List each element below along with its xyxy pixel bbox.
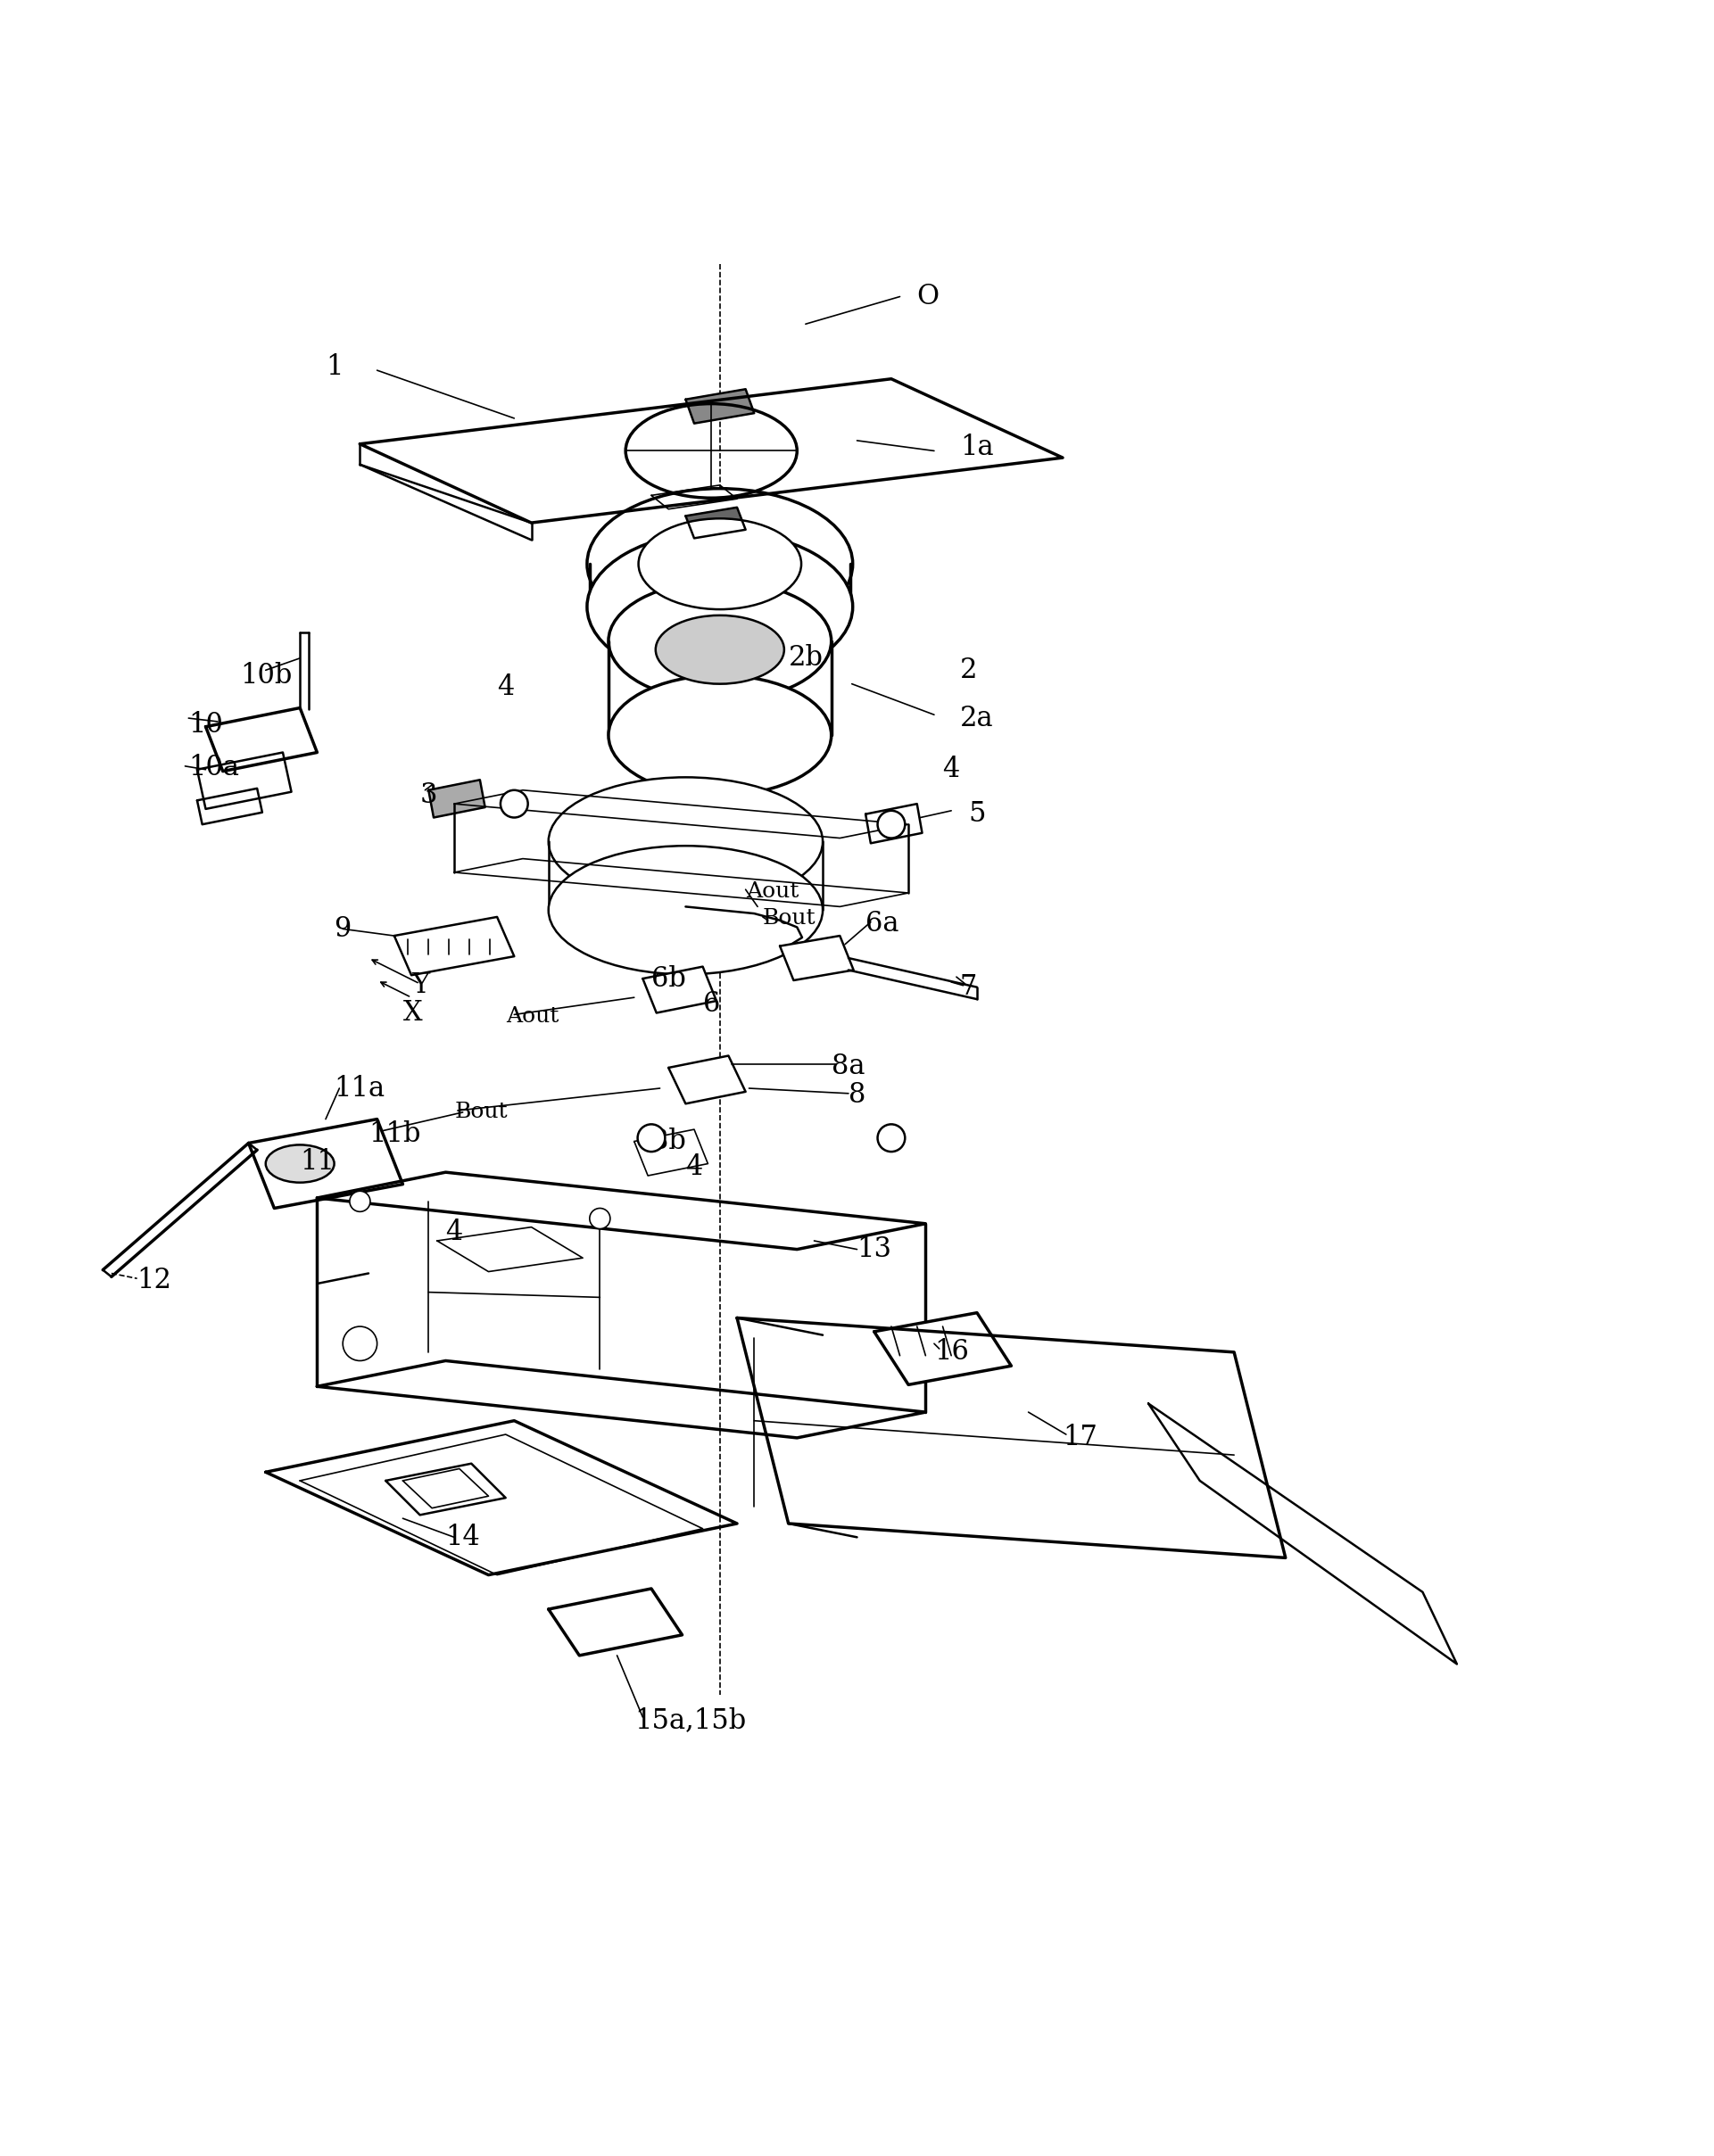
Text: 16: 16 xyxy=(934,1339,968,1367)
Ellipse shape xyxy=(548,778,823,906)
Circle shape xyxy=(878,811,905,839)
Polygon shape xyxy=(249,1119,403,1207)
Ellipse shape xyxy=(608,582,831,701)
Ellipse shape xyxy=(266,1145,334,1181)
Polygon shape xyxy=(206,707,317,772)
Polygon shape xyxy=(394,916,514,975)
Text: 15a,15b: 15a,15b xyxy=(634,1708,746,1733)
Text: 12: 12 xyxy=(137,1266,171,1294)
Polygon shape xyxy=(634,1130,708,1175)
Text: 6b: 6b xyxy=(651,964,686,992)
Polygon shape xyxy=(686,507,746,539)
Text: Bout: Bout xyxy=(763,908,816,929)
Ellipse shape xyxy=(586,489,854,640)
Text: 2b: 2b xyxy=(788,645,823,673)
Text: 2a: 2a xyxy=(960,705,994,733)
Text: 8b: 8b xyxy=(651,1128,686,1156)
Ellipse shape xyxy=(548,845,823,975)
Text: 6a: 6a xyxy=(866,910,900,938)
Text: 5: 5 xyxy=(968,800,986,828)
Text: 10: 10 xyxy=(189,711,223,740)
Text: Bout: Bout xyxy=(454,1102,507,1123)
Text: 4: 4 xyxy=(497,673,514,701)
Polygon shape xyxy=(643,966,716,1013)
Text: 2: 2 xyxy=(960,655,977,683)
Polygon shape xyxy=(874,1313,1011,1384)
Text: Aout: Aout xyxy=(746,882,799,901)
Text: 9: 9 xyxy=(334,914,351,942)
Circle shape xyxy=(638,1123,665,1151)
Polygon shape xyxy=(548,1589,682,1656)
Circle shape xyxy=(590,1207,610,1229)
Text: 11a: 11a xyxy=(334,1074,386,1102)
Text: 11: 11 xyxy=(300,1149,334,1175)
Text: X: X xyxy=(403,998,422,1026)
Polygon shape xyxy=(428,780,485,817)
Text: 10a: 10a xyxy=(189,755,240,783)
Text: 8: 8 xyxy=(848,1082,866,1108)
Text: Y: Y xyxy=(411,972,428,998)
Text: 1a: 1a xyxy=(960,433,994,461)
Ellipse shape xyxy=(638,520,800,610)
Text: 13: 13 xyxy=(857,1235,891,1263)
Text: 17: 17 xyxy=(1063,1423,1097,1451)
Polygon shape xyxy=(686,388,754,423)
Text: 3: 3 xyxy=(420,780,437,808)
Polygon shape xyxy=(668,1056,746,1104)
Ellipse shape xyxy=(655,614,785,683)
Polygon shape xyxy=(780,936,854,981)
Text: 4: 4 xyxy=(943,757,960,783)
Text: 4: 4 xyxy=(446,1218,463,1246)
Text: 7: 7 xyxy=(960,972,977,1000)
Ellipse shape xyxy=(608,675,831,796)
Text: Aout: Aout xyxy=(506,1007,559,1026)
Text: 4: 4 xyxy=(686,1153,703,1181)
Circle shape xyxy=(878,1123,905,1151)
Ellipse shape xyxy=(586,530,854,681)
Text: 10b: 10b xyxy=(240,662,291,690)
Text: 6: 6 xyxy=(703,990,720,1018)
Text: 1: 1 xyxy=(326,354,343,382)
Circle shape xyxy=(350,1190,370,1212)
Circle shape xyxy=(500,789,528,817)
Polygon shape xyxy=(197,752,291,808)
Polygon shape xyxy=(866,804,922,843)
Text: 11b: 11b xyxy=(369,1121,420,1149)
Text: 8a: 8a xyxy=(831,1052,866,1080)
Text: 14: 14 xyxy=(446,1524,480,1550)
Text: O: O xyxy=(917,282,939,310)
